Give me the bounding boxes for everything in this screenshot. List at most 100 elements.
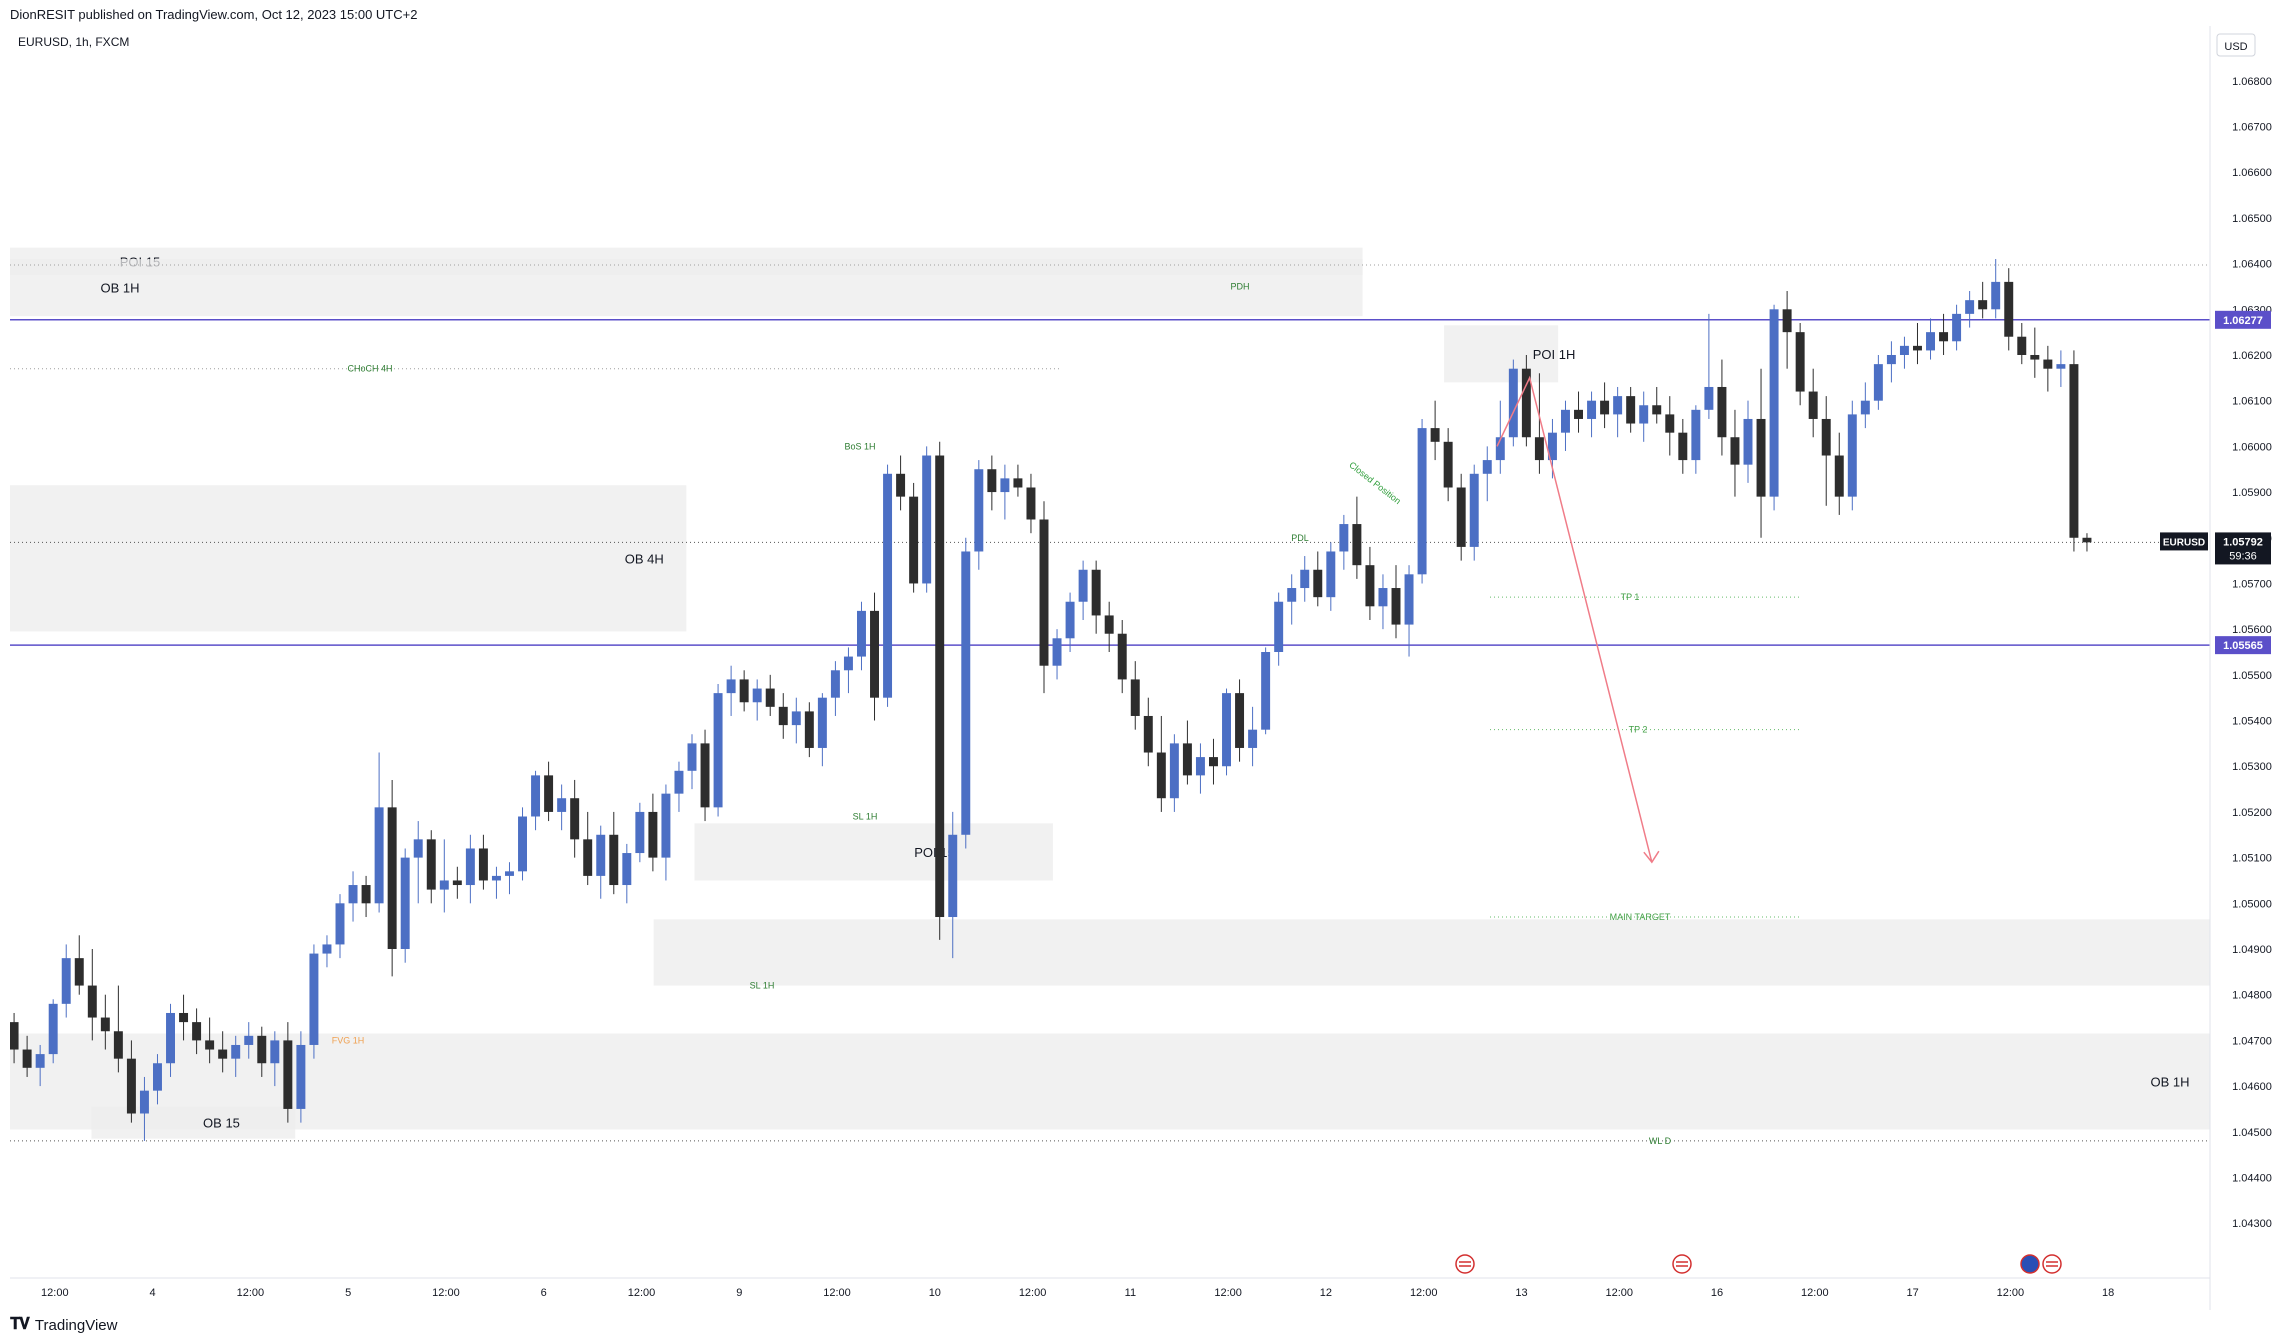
candle[interactable] [1730,409,1740,497]
candle[interactable] [1091,560,1101,634]
candle[interactable] [22,1035,32,1077]
candle[interactable] [1626,386,1636,433]
candle[interactable] [387,779,397,977]
candle[interactable] [166,1003,175,1077]
candle[interactable] [557,784,567,831]
candle[interactable] [870,592,879,721]
candle[interactable] [491,866,501,899]
candle[interactable] [1534,373,1544,474]
candle[interactable] [570,779,580,858]
price-axis[interactable]: 1.068001.067001.066001.065001.064001.063… [2160,26,2272,1310]
candle[interactable] [1235,679,1245,762]
candle[interactable] [739,670,749,712]
candle[interactable] [1182,720,1192,785]
price-level-tag[interactable] [2215,636,2271,655]
candle[interactable] [1209,738,1218,785]
candle[interactable] [804,702,814,758]
candle[interactable] [596,825,606,899]
candle[interactable] [1926,318,1935,360]
candle[interactable] [35,1044,45,1087]
candle[interactable] [1965,291,1975,328]
candle[interactable] [465,834,475,904]
candle[interactable] [1391,565,1401,639]
candle[interactable] [987,455,997,511]
candle[interactable] [1899,336,1909,369]
candle[interactable] [126,1040,136,1123]
candle[interactable] [1404,565,1414,657]
candle[interactable] [1834,432,1844,515]
candle[interactable] [896,455,906,511]
candle[interactable] [1104,601,1114,652]
candle[interactable] [974,460,984,570]
candle[interactable] [1613,386,1623,438]
candle[interactable] [2004,268,2014,351]
candle[interactable] [413,821,423,904]
candle[interactable] [505,862,514,895]
candle[interactable] [2069,350,2079,552]
candle[interactable] [1991,259,2001,319]
candle[interactable] [1717,359,1727,456]
candle[interactable] [922,446,932,593]
candle[interactable] [544,761,554,822]
candle[interactable] [1886,341,1896,383]
candle[interactable] [1847,400,1857,511]
candle[interactable] [1443,428,1453,502]
candle[interactable] [1521,354,1531,447]
candle[interactable] [374,752,384,913]
candle[interactable] [752,679,762,721]
candle[interactable] [1430,400,1440,461]
candle[interactable] [1704,313,1714,419]
candle[interactable] [1678,418,1688,474]
candle[interactable] [1743,400,1753,483]
candle[interactable] [1456,473,1466,561]
candle[interactable] [61,944,71,1018]
candle[interactable] [192,1008,202,1055]
symbol-tag[interactable] [2160,532,2208,551]
candle[interactable] [518,807,527,881]
price-level-tag[interactable] [2215,310,2271,329]
candle[interactable] [1652,386,1662,424]
candle[interactable] [244,1022,254,1059]
candle[interactable] [231,1035,241,1077]
candle[interactable] [426,830,436,904]
candle[interactable] [439,839,449,913]
candle[interactable] [817,693,827,767]
candle[interactable] [1365,546,1375,621]
candle[interactable] [2043,345,2053,392]
candle[interactable] [726,665,736,716]
candle[interactable] [1313,551,1323,607]
candle[interactable] [1561,400,1570,451]
candle[interactable] [583,811,593,886]
candle[interactable] [1169,734,1179,812]
candle[interactable] [1339,514,1349,570]
candle[interactable] [74,935,84,995]
candle[interactable] [361,875,371,918]
candle[interactable] [700,729,710,822]
candle[interactable] [1691,405,1701,474]
candle[interactable] [2056,350,2066,387]
us-flag-icon[interactable] [2042,1254,2062,1274]
candle[interactable] [1326,542,1336,611]
candle[interactable] [2082,533,2092,552]
currency-button[interactable]: USD [2216,33,2256,57]
candle[interactable] [1795,323,1805,406]
candle[interactable] [713,683,723,817]
candle[interactable] [687,734,697,790]
candle[interactable] [113,985,123,1073]
candle[interactable] [1913,323,1922,365]
candle[interactable] [935,441,945,940]
candle[interactable] [1052,629,1062,680]
candle[interactable] [1587,391,1597,438]
candle[interactable] [1274,592,1284,666]
candle[interactable] [1952,304,1962,351]
candle[interactable] [2030,327,2040,378]
candle[interactable] [1600,382,1610,429]
candle[interactable] [205,1017,215,1064]
candle[interactable] [1222,688,1231,776]
candle[interactable] [1195,743,1205,794]
candle[interactable] [400,848,410,963]
candle[interactable] [1013,464,1023,497]
candle[interactable] [153,1054,162,1105]
candle[interactable] [322,935,332,968]
